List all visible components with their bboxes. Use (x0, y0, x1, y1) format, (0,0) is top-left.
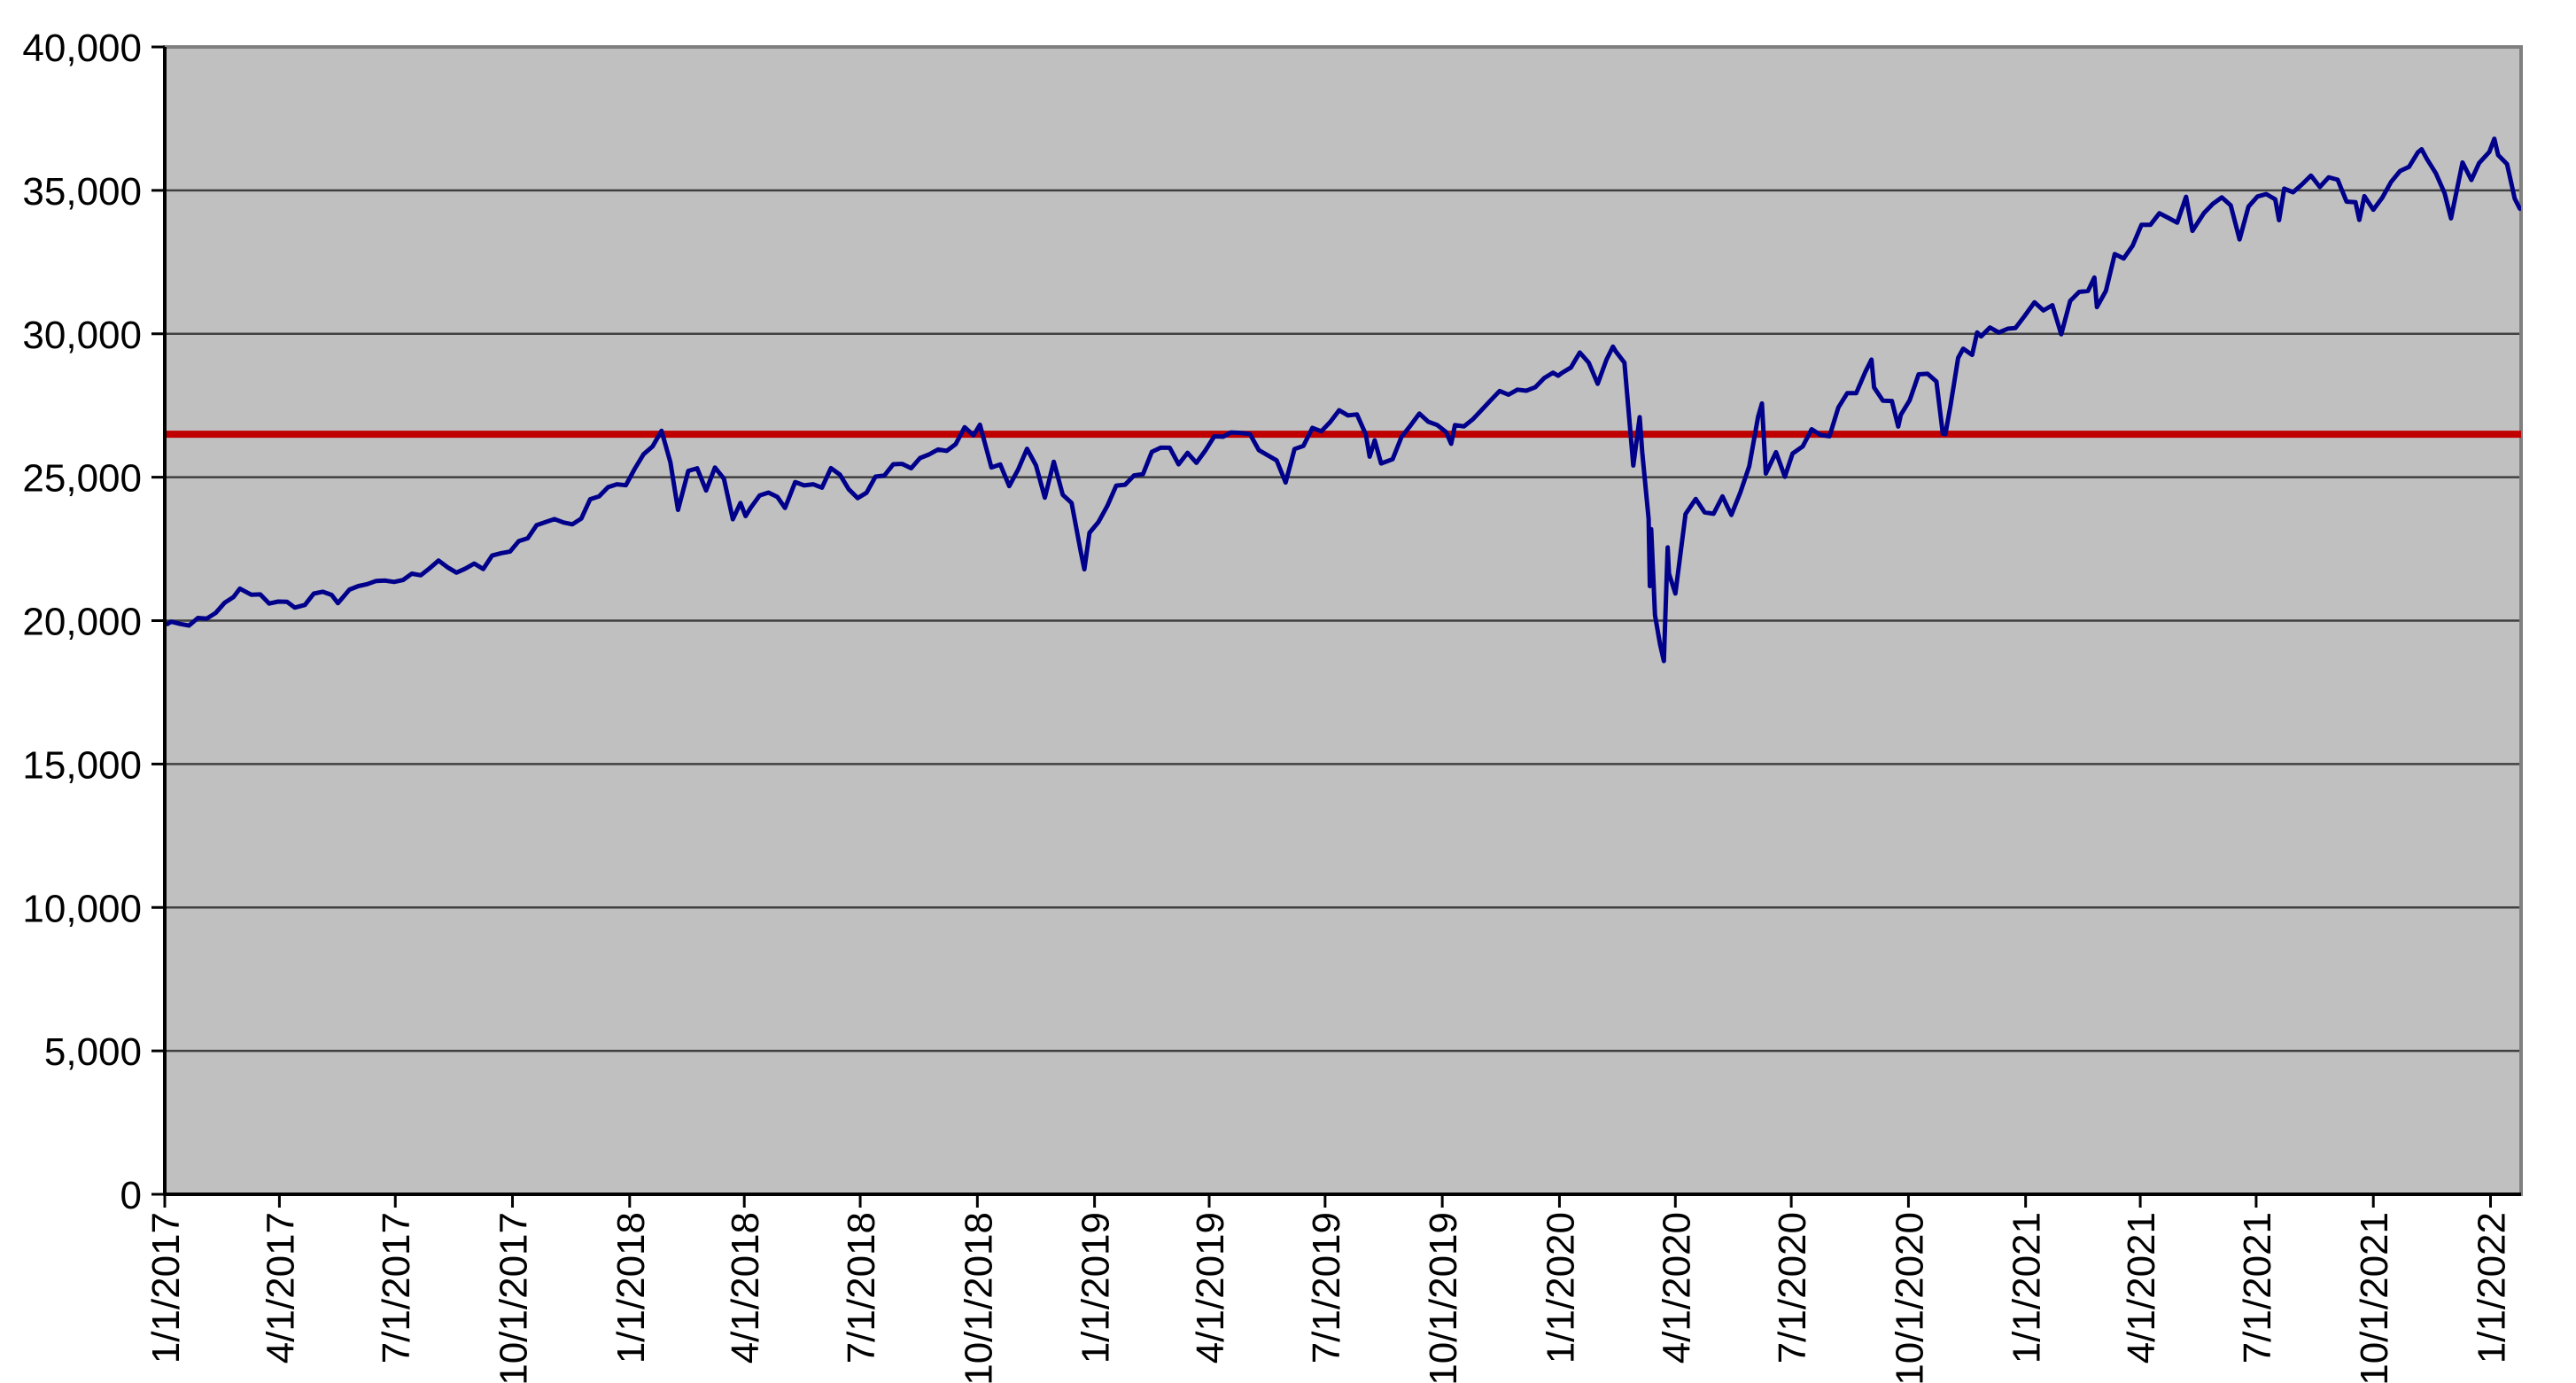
x-tick-label: 4/1/2020 (1655, 1212, 1698, 1364)
y-tick-label: 30,000 (22, 314, 142, 357)
x-tick-label: 10/1/2018 (957, 1212, 1000, 1383)
x-tick-label: 7/1/2020 (1771, 1212, 1814, 1364)
x-tick-label: 1/1/2019 (1075, 1212, 1118, 1364)
x-tick-label: 1/1/2018 (609, 1212, 653, 1364)
y-tick-label: 35,000 (22, 170, 142, 214)
x-tick-label: 10/1/2020 (1888, 1212, 1931, 1383)
x-tick-label: 1/1/2020 (1539, 1212, 1582, 1364)
y-tick-label: 15,000 (22, 743, 142, 787)
x-tick-label: 1/1/2017 (144, 1212, 188, 1364)
y-tick-label: 40,000 (22, 27, 142, 70)
x-tick-label: 10/1/2019 (1422, 1212, 1465, 1383)
x-tick-label: 7/1/2017 (375, 1212, 418, 1364)
y-tick-label: 20,000 (22, 601, 142, 644)
x-tick-label: 1/1/2022 (2470, 1212, 2513, 1364)
x-tick-label: 10/1/2017 (493, 1212, 536, 1383)
x-axis: 1/1/2017 4/1/2017 7/1/2017 10/1/2017 1/1/201… (144, 1194, 2513, 1383)
x-tick-label: 4/1/2018 (724, 1212, 767, 1364)
x-tick-label: 10/1/2021 (2353, 1212, 2396, 1383)
x-tick-label: 7/1/2019 (1305, 1212, 1348, 1364)
y-axis: 0 5,000 10,000 15,000 20,000 25,000 30,000 35,0… (22, 27, 165, 1217)
x-tick-label: 4/1/2021 (2120, 1212, 2163, 1364)
y-tick-label: 10,000 (22, 887, 142, 930)
x-tick-label: 4/1/2017 (259, 1212, 302, 1364)
x-tick-label: 7/1/2021 (2236, 1212, 2279, 1364)
x-tick-label: 4/1/2019 (1189, 1212, 1232, 1364)
x-tick-label: 1/1/2021 (2006, 1212, 2049, 1364)
y-tick-label: 25,000 (22, 457, 142, 501)
y-tick-label: 0 (120, 1174, 142, 1217)
y-tick-label: 5,000 (44, 1030, 142, 1074)
y-gridlines (165, 189, 2521, 1053)
price-line (165, 136, 2521, 664)
x-tick-label: 7/1/2018 (840, 1212, 883, 1364)
